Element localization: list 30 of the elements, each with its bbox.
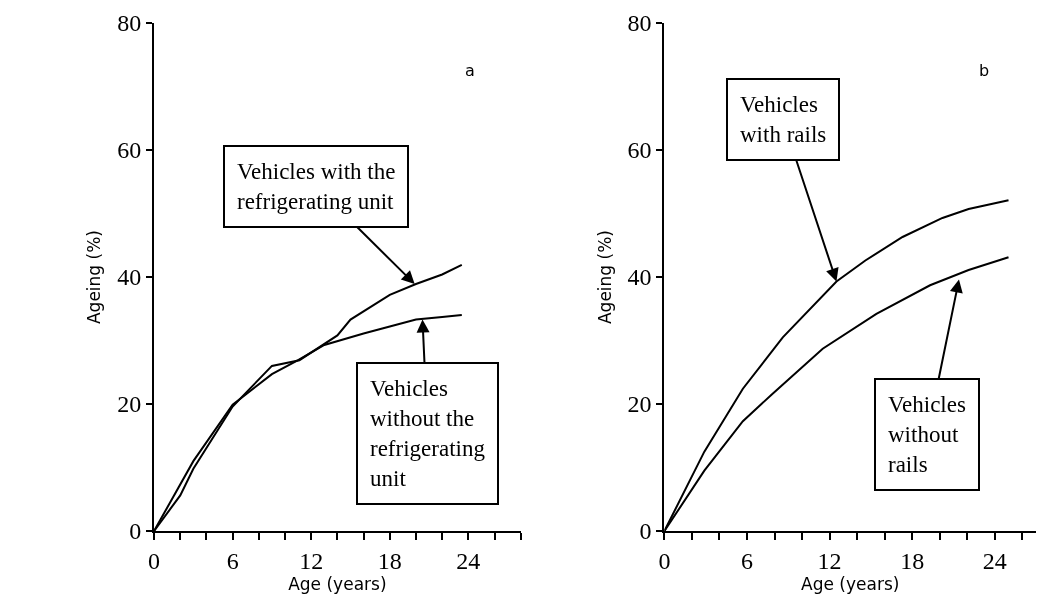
annotation: Vehicles without rails <box>888 392 966 477</box>
annotation: Vehicles without the refrigerating unit <box>370 376 486 491</box>
x-tick-label: 18 <box>377 547 402 574</box>
x-tick-label: 12 <box>817 547 842 574</box>
y-tick-label: 0 <box>129 518 142 545</box>
y-tick-label: 60 <box>627 137 652 164</box>
y-tick-label: 20 <box>627 391 652 418</box>
x-tick-label: 6 <box>226 547 239 574</box>
y-tick-label: 40 <box>117 264 142 291</box>
annotation: Vehicles with the refrigerating unit <box>237 159 396 214</box>
x-axis-title: Age (years) <box>801 573 900 594</box>
annotation: a <box>465 61 475 80</box>
y-tick-label: 20 <box>117 391 142 418</box>
x-tick-label: 6 <box>741 547 753 574</box>
x-tick-label: 12 <box>299 547 324 574</box>
x-tick-label: 24 <box>456 547 481 574</box>
x-tick-label: 0 <box>658 547 671 574</box>
x-tick-label: 18 <box>900 547 925 574</box>
y-tick-label: 40 <box>627 264 652 291</box>
y-tick-label: 0 <box>639 518 652 545</box>
x-tick-label: 0 <box>148 547 161 574</box>
x-tick-label: 24 <box>982 547 1007 574</box>
y-tick-label: 80 <box>627 10 652 37</box>
y-axis-title: Ageing (%) <box>84 230 105 324</box>
y-tick-label: 80 <box>117 10 142 37</box>
annotation: Vehicles with rails <box>740 92 827 147</box>
annotation: b <box>979 61 990 80</box>
x-axis-title: Age (years) <box>288 573 387 594</box>
y-tick-label: 60 <box>117 137 142 164</box>
y-axis-title: Ageing (%) <box>594 230 615 324</box>
